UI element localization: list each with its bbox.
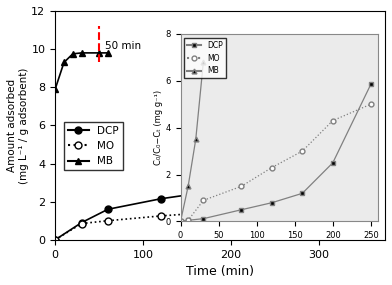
Legend: DCP, MO, MB: DCP, MO, MB <box>64 122 123 170</box>
Text: 50 min: 50 min <box>105 41 142 51</box>
X-axis label: Time (min): Time (min) <box>186 265 254 278</box>
Y-axis label: Amount adsorbed
(mg L⁻¹ / g adsorbent): Amount adsorbed (mg L⁻¹ / g adsorbent) <box>7 67 29 184</box>
